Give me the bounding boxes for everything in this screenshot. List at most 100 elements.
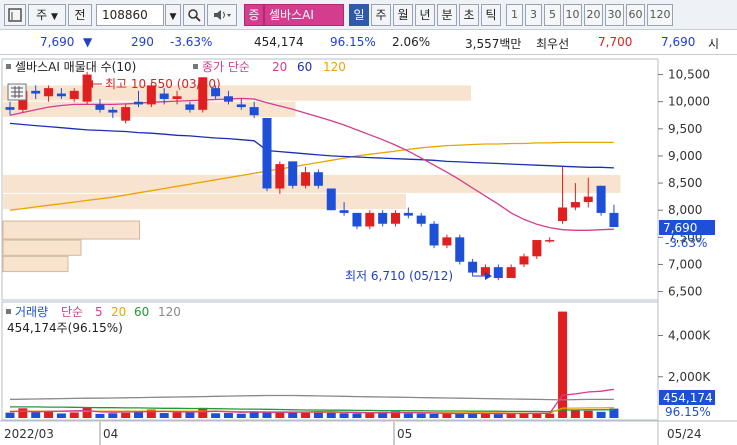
volume-ma-label: 단순 (61, 305, 83, 319)
volume-bar (236, 413, 246, 418)
quote-bar: 7,690 ▼ 290 -3.63% 454,174 96.15% 2.06% … (0, 31, 737, 55)
volume-bar (545, 413, 555, 418)
tab-period-1[interactable]: 주 (371, 4, 391, 26)
type-button[interactable]: 전 (68, 4, 92, 26)
volume-bar (223, 413, 233, 418)
volume-bar (378, 411, 388, 418)
candle-body (468, 261, 478, 273)
volume-bar (185, 411, 195, 418)
interval-button-3[interactable]: 3 (525, 4, 542, 26)
candle-body (313, 172, 323, 186)
candle-body (223, 96, 233, 102)
volume-bar (416, 413, 426, 418)
candle-body (416, 215, 426, 224)
candle-body (442, 237, 452, 246)
volume-bar (288, 412, 298, 418)
tab-period-6[interactable]: 틱 (481, 4, 501, 26)
price-tag-value: 7,690 (663, 221, 697, 235)
tab-period-5[interactable]: 초 (459, 4, 479, 26)
candle-body (211, 88, 221, 97)
volume-ma-60: 60 (134, 305, 149, 319)
candle-body (159, 93, 169, 99)
interval-button-60[interactable]: 60 (626, 4, 645, 26)
volume-bar (18, 408, 28, 418)
volume-bar (352, 413, 362, 418)
volume-ma120-line (9, 394, 614, 401)
candle-body (236, 104, 246, 108)
date-axis-label: 05/24 (667, 427, 702, 441)
tab-period-3[interactable]: 년 (415, 4, 435, 26)
volume-profile-bar (3, 85, 471, 101)
price-axis-label: 9,000 (668, 149, 702, 163)
type-label: 전 (74, 8, 86, 22)
search-icon (188, 9, 201, 22)
axes: 10,50010,0009,5009,0008,5008,0007,5007,0… (4, 68, 711, 445)
chart-area[interactable]: 10,500 10,000 9,500 9,000 8,500 8,000 7,500 7,0… (0, 57, 737, 445)
interval-button-1[interactable]: 1 (506, 4, 523, 26)
candle-body (301, 172, 311, 186)
volume-bar (339, 413, 349, 418)
candle-body (44, 88, 54, 97)
price-axis-label: 8,500 (668, 176, 702, 190)
volume-bar (198, 407, 208, 418)
volume-bar (519, 413, 529, 418)
candle-body (339, 210, 349, 213)
candle-body (56, 93, 66, 97)
price-change-pct: -3.63% (170, 35, 213, 49)
chevron-down-icon: ▼ (50, 12, 58, 22)
interval-button-20[interactable]: 20 (584, 4, 603, 26)
interval-button-5[interactable]: 5 (544, 4, 561, 26)
volume-bar (108, 413, 118, 418)
interval-button-30[interactable]: 30 (605, 4, 624, 26)
volume-profile-bar (2, 220, 140, 240)
menu-icon[interactable] (4, 4, 26, 26)
interval-button-120[interactable]: 120 (647, 4, 673, 26)
volume-bar (506, 413, 516, 418)
tab-period-2[interactable]: 월 (393, 4, 413, 26)
price-axis-label: 10,500 (668, 68, 710, 82)
volume-bar (442, 413, 452, 418)
market-select[interactable]: 주 ▼ (28, 4, 66, 26)
volume-bar (211, 413, 221, 418)
candle-body (570, 202, 580, 208)
down-arrow-icon: ▼ (83, 35, 93, 49)
volume-bar (121, 412, 131, 418)
candle-body (545, 240, 555, 242)
volume-bar (275, 411, 285, 418)
volume-bar (365, 413, 375, 418)
price-legend: 셀바스AI 매물대 수(10) 종가 단순 20 60 120 (6, 60, 346, 74)
sound-button[interactable] (207, 4, 237, 26)
tab-period-0[interactable]: 일 (349, 4, 369, 26)
stock-chart-svg[interactable]: 10,50010,0009,5009,0008,5008,0007,5007,0… (0, 57, 737, 445)
code-input[interactable]: 108860 (96, 4, 164, 26)
volume-bar (249, 411, 259, 418)
candle-body (95, 104, 105, 110)
price-change: 290 (131, 35, 154, 49)
current-price-tag: 7,690 -3.63% (659, 220, 715, 250)
search-button[interactable] (183, 4, 205, 26)
high-label: 최고 10,550 (03/30) (105, 77, 221, 91)
candle-body (391, 212, 400, 224)
stock-name-field[interactable]: 셀바스AI (264, 4, 344, 26)
candle-body (493, 267, 503, 279)
volume-bar (44, 411, 54, 418)
stock-name: 셀바스AI (269, 8, 314, 22)
candle-body (108, 109, 118, 113)
date-axis-label: 05 (397, 427, 412, 441)
ma20-line (9, 97, 614, 231)
low-annotation: 최저 6,710 (05/12) (345, 269, 492, 283)
interval-button-10[interactable]: 10 (563, 4, 582, 26)
candle-body (275, 164, 285, 189)
code-dropdown[interactable]: ▼ (165, 4, 181, 26)
candle-body (185, 104, 195, 110)
volume-bars (5, 311, 619, 418)
volume-ma-5: 5 (95, 305, 103, 319)
legend-marker (193, 64, 198, 69)
volume-bar (455, 413, 465, 418)
candle-body (31, 90, 41, 94)
tab-period-4[interactable]: 분 (437, 4, 457, 26)
volume-bar (31, 412, 41, 418)
trade-amount: 3,557백만 (465, 37, 522, 51)
chart-tool-icon[interactable] (7, 83, 27, 101)
